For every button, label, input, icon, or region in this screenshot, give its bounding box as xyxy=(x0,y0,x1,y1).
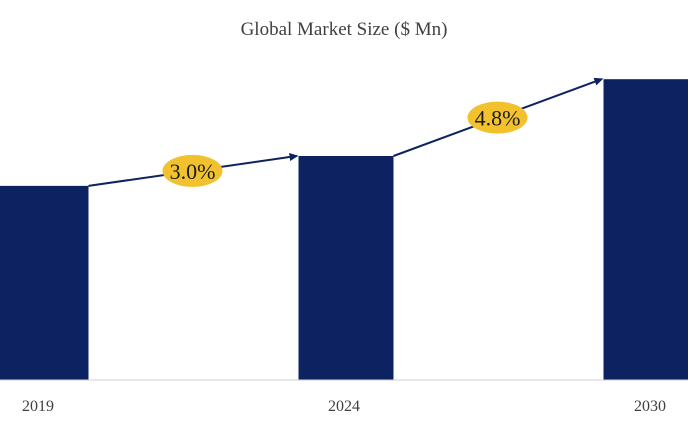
chart-title: Global Market Size ($ Mn) xyxy=(241,19,448,40)
x-tick-2030: 2030 xyxy=(634,398,666,415)
cagr-badge-2 xyxy=(467,101,528,134)
x-tick-2024: 2024 xyxy=(328,398,360,415)
cagr-badge-1 xyxy=(162,154,223,187)
bar-2030 xyxy=(603,79,688,380)
bar-2019 xyxy=(0,185,89,380)
bars-group xyxy=(0,79,688,380)
cagr-labels: 3.0% 4.8% xyxy=(162,101,528,187)
x-tick-2019: 2019 xyxy=(22,398,54,415)
cagr-label-2: 4.8% xyxy=(475,106,521,131)
cagr-label-1: 3.0% xyxy=(170,159,216,184)
x-axis-ticks: 2019 2024 2030 xyxy=(22,398,666,415)
bar-2024 xyxy=(298,156,394,380)
